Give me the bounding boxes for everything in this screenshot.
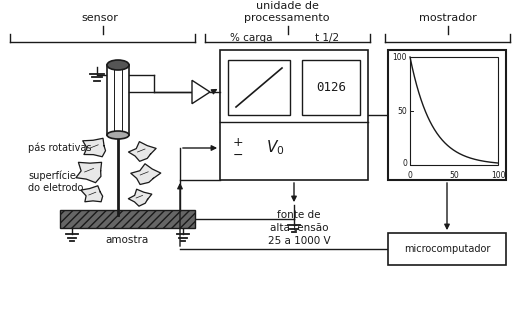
Text: microcomputador: microcomputador <box>404 244 490 254</box>
Text: superfície
do eletrodo: superfície do eletrodo <box>28 170 83 193</box>
Bar <box>388 233 506 265</box>
Polygon shape <box>131 164 161 184</box>
Text: +: + <box>233 135 243 148</box>
Text: amostra: amostra <box>106 235 149 245</box>
Text: 50: 50 <box>397 107 407 116</box>
Polygon shape <box>76 162 101 183</box>
Text: 50: 50 <box>449 171 459 180</box>
Polygon shape <box>128 189 152 206</box>
Bar <box>228 60 290 115</box>
Text: −: − <box>233 148 243 162</box>
Text: % carga: % carga <box>230 33 272 43</box>
Text: fonte de
alta tensão
25 a 1000 V: fonte de alta tensão 25 a 1000 V <box>268 210 330 246</box>
Bar <box>220 50 368 180</box>
Bar <box>302 60 360 115</box>
Text: 0126: 0126 <box>316 81 346 94</box>
Text: unidade de
processamento: unidade de processamento <box>244 1 330 23</box>
Polygon shape <box>81 186 102 202</box>
Text: mostrador: mostrador <box>419 13 477 23</box>
Bar <box>388 50 506 180</box>
Text: t 1/2: t 1/2 <box>315 33 339 43</box>
Polygon shape <box>192 80 210 104</box>
Ellipse shape <box>107 60 129 70</box>
Text: 100: 100 <box>491 171 505 180</box>
Bar <box>410 57 498 165</box>
Polygon shape <box>129 142 156 161</box>
Bar <box>60 210 195 228</box>
Text: 0: 0 <box>402 158 407 167</box>
Bar <box>107 65 129 135</box>
Text: sensor: sensor <box>81 13 118 23</box>
Text: pás rotativas: pás rotativas <box>28 143 92 153</box>
Text: 100: 100 <box>392 52 407 61</box>
Ellipse shape <box>107 131 129 139</box>
Text: $\mathit{V_0}$: $\mathit{V_0}$ <box>266 139 284 157</box>
Text: 0: 0 <box>407 171 413 180</box>
Polygon shape <box>83 138 106 157</box>
